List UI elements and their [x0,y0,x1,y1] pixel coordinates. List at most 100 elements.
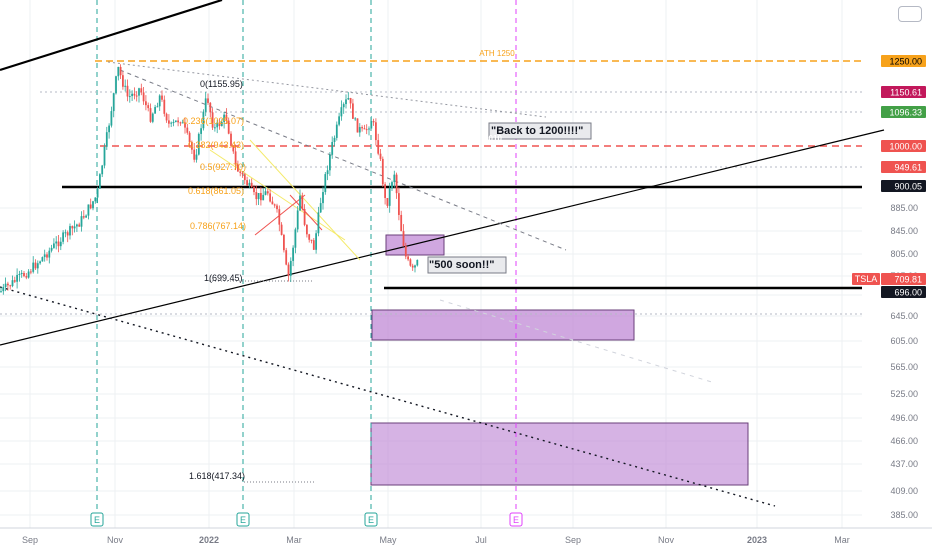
annotation-3: 1096 [859,98,877,107]
x-tick-1: Nov [107,535,124,545]
candle-body-105 [241,172,244,175]
candle-body-137 [315,233,317,250]
x-tick-6: Sep [565,535,581,545]
candle-body-44 [101,165,104,175]
candle-body-132 [303,208,306,225]
y-tick-10: 466.00 [890,436,918,446]
fib-label-7: 1.618(417.34) [189,471,245,481]
y-tick-1: 845.00 [890,226,918,236]
candle-body-125 [287,264,290,276]
candlesticks [0,64,419,295]
x-tick-5: Jul [475,535,487,545]
candle-body-41 [94,197,97,202]
fib-label-3: 0.5(927.70) [200,162,246,172]
candle-body-156 [358,127,361,133]
price-tag-bg-0 [881,55,926,67]
candle-body-96 [220,122,223,127]
candle-body-2 [4,283,7,288]
channel-top [107,61,547,118]
price-tag-bg-6 [881,273,926,285]
candle-body-133 [306,224,308,235]
candle-body-74 [170,122,173,124]
candle-body-124 [285,250,288,265]
candle-body-24 [55,241,58,244]
candle-body-136 [312,240,315,250]
candle-body-151 [347,98,350,100]
annotation-0: "Back to 1200!!!!" [491,125,583,137]
candle-body-104 [239,171,242,173]
candle-body-106 [243,174,246,181]
candle-body-34 [78,224,81,227]
candle-body-31 [71,226,74,229]
candle-body-38 [87,204,90,216]
time-axis[interactable]: Sep Nov 2022 Mar May Jul Sep Nov 2023 Mar [22,535,850,545]
candle-body-163 [375,122,377,141]
earnings-marker-0: E [94,515,100,525]
candle-body-170 [391,182,393,189]
candle-body-68 [156,106,159,108]
x-tick-8: 2023 [747,535,767,545]
candle-body-18 [41,257,44,262]
candle-body-144 [331,141,334,155]
candle-body-82 [188,132,191,143]
candle-body-121 [278,209,281,225]
candle-body-72 [165,113,168,121]
candle-body-180 [414,265,416,268]
candle-body-135 [310,239,313,241]
candle-body-33 [76,224,78,227]
candle-body-100 [230,133,232,146]
price-axis[interactable]: 885.00845.00805.00765.00725.00645.00605.… [852,55,926,520]
candle-body-175 [402,231,405,246]
candle-body-98 [225,114,228,121]
candle-body-103 [237,164,239,172]
candle-body-109 [250,182,253,188]
candle-body-88 [202,111,205,129]
chart-settings-button[interactable] [898,6,922,22]
candle-body-154 [354,118,357,120]
candle-body-166 [381,158,384,185]
candle-body-13 [30,271,32,273]
long-trend-top [0,0,223,72]
candle-body-159 [365,129,368,131]
candle-body-58 [133,93,136,96]
x-tick-2: 2022 [199,535,219,545]
annotation-2: ATH 1250 [479,49,515,58]
earnings-marker-box-1 [236,512,250,527]
candle-body-20 [46,254,48,258]
y-tick-8: 525.00 [890,389,918,399]
candle-body-77 [177,120,179,123]
candle-body-42 [96,188,99,198]
candle-body-146 [335,124,338,138]
candle-body-43 [99,174,101,189]
candle-body-48 [110,111,113,126]
y-tick-2: 805.00 [890,249,918,259]
candle-body-25 [57,241,60,247]
candle-body-40 [92,201,94,209]
annotation-4: 1010 [484,134,502,143]
candle-body-153 [352,103,354,119]
price-tag-5: 900.05 [894,182,922,192]
candle-body-110 [253,187,255,193]
candle-body-143 [329,154,331,171]
candle-body-122 [280,224,283,235]
fib-label-4: 0.618(861.05) [188,186,244,196]
pattern-yellow-a [209,149,346,241]
candle-body-173 [398,193,400,215]
candle-body-11 [25,276,28,278]
candle-body-32 [73,226,76,229]
candle-body-134 [308,234,311,240]
candle-body-1 [2,287,5,292]
earnings-marker-1: E [240,515,246,525]
candle-body-108 [248,182,251,186]
candle-body-117 [269,193,271,202]
candle-body-16 [36,263,39,269]
candle-body-36 [82,216,85,218]
earnings-marker-2: E [368,515,374,525]
long-trend-mid [0,129,885,346]
candle-body-84 [193,149,196,160]
candle-body-167 [384,184,386,198]
candle-body-4 [9,285,12,287]
candle-body-94 [216,122,219,128]
candle-body-51 [117,66,120,77]
